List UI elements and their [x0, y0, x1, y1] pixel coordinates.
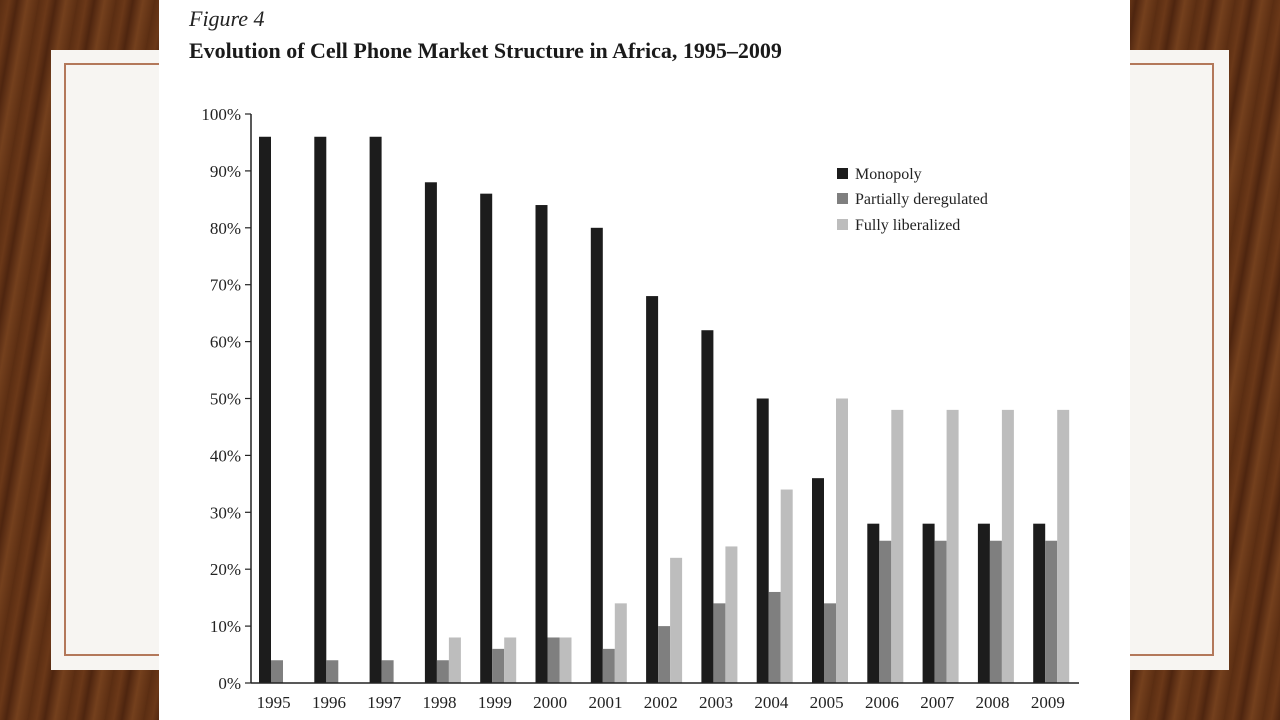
legend-label-fully-liberalized: Fully liberalized [855, 217, 960, 234]
y-tick-label: 100% [201, 105, 241, 124]
x-tick-label: 2004 [754, 693, 789, 712]
bar-monopoly-2005 [812, 478, 824, 683]
bar-monopoly-2007 [922, 523, 935, 683]
bar-partially-deregulated-2002 [658, 626, 671, 683]
bar-fully-liberalized-2000 [559, 637, 572, 683]
bar-monopoly-1995 [259, 136, 271, 683]
bar-partially-deregulated-1996 [326, 660, 339, 683]
y-tick-label: 90% [210, 162, 241, 181]
bar-partially-deregulated-1995 [271, 660, 283, 683]
bar-partially-deregulated-1997 [381, 660, 394, 683]
bar-fully-liberalized-2006 [891, 409, 904, 683]
x-tick-label: 2002 [644, 693, 678, 712]
figure-sheet: Figure 4 Evolution of Cell Phone Market … [159, 0, 1130, 720]
legend-swatch-monopoly [837, 168, 848, 179]
bar-partially-deregulated-2001 [602, 648, 615, 683]
bar-fully-liberalized-1998 [448, 637, 461, 683]
y-tick-label: 20% [210, 560, 241, 579]
bar-partially-deregulated-2000 [547, 637, 560, 683]
bar-monopoly-1999 [480, 193, 493, 683]
bar-monopoly-2006 [867, 523, 880, 683]
bar-partially-deregulated-1999 [492, 648, 505, 683]
bar-partially-deregulated-2003 [713, 603, 726, 683]
bar-monopoly-2008 [977, 523, 990, 683]
bar-fully-liberalized-2003 [725, 546, 738, 683]
x-tick-label: 1996 [312, 693, 346, 712]
bar-monopoly-1996 [314, 136, 327, 683]
x-tick-label: 1997 [367, 693, 402, 712]
bar-monopoly-1997 [369, 136, 382, 683]
bar-monopoly-2004 [756, 398, 769, 683]
x-tick-label: 2005 [810, 693, 844, 712]
bar-monopoly-1998 [424, 182, 437, 683]
figure-label: Figure 4 [189, 6, 265, 31]
x-tick-label: 2003 [699, 693, 733, 712]
legend-swatch-partially-deregulated [837, 193, 848, 204]
bar-partially-deregulated-2006 [879, 540, 892, 683]
bar-partially-deregulated-2009 [1045, 540, 1058, 683]
legend-label-monopoly: Monopoly [855, 166, 922, 183]
bar-fully-liberalized-2004 [780, 489, 793, 683]
bar-fully-liberalized-2009 [1057, 409, 1070, 683]
bar-monopoly-2003 [701, 330, 714, 683]
bar-partially-deregulated-2008 [989, 540, 1002, 683]
bar-partially-deregulated-1998 [436, 660, 449, 683]
bar-monopoly-2009 [1033, 523, 1046, 683]
bar-partially-deregulated-2004 [768, 591, 781, 683]
bar-monopoly-2001 [590, 227, 603, 684]
y-tick-label: 80% [210, 219, 241, 238]
y-tick-label: 0% [218, 674, 241, 693]
bar-monopoly-2000 [535, 205, 548, 684]
bar-partially-deregulated-2007 [934, 540, 947, 683]
bar-fully-liberalized-2001 [614, 603, 627, 683]
bar-monopoly-2002 [646, 296, 659, 683]
bar-partially-deregulated-2005 [824, 603, 836, 683]
x-tick-label: 2009 [1031, 693, 1065, 712]
x-tick-label: 2000 [533, 693, 567, 712]
y-tick-label: 30% [210, 503, 241, 522]
y-tick-label: 60% [210, 333, 241, 352]
legend-label-partially-deregulated: Partially deregulated [855, 191, 988, 208]
x-tick-label: 2008 [976, 693, 1010, 712]
x-tick-label: 1998 [423, 693, 457, 712]
bar-fully-liberalized-1999 [504, 637, 517, 683]
bar-fully-liberalized-2002 [670, 557, 683, 683]
chart-title: Evolution of Cell Phone Market Structure… [189, 38, 782, 63]
y-tick-label: 10% [210, 617, 241, 636]
x-tick-label: 2001 [588, 693, 622, 712]
x-tick-label: 1995 [257, 693, 291, 712]
bar-fully-liberalized-2007 [946, 409, 959, 683]
bar-fully-liberalized-2005 [836, 398, 848, 683]
y-tick-label: 70% [210, 276, 241, 295]
y-tick-label: 50% [210, 390, 241, 409]
x-tick-label: 2006 [865, 693, 899, 712]
bar-fully-liberalized-2008 [1001, 409, 1014, 683]
bar-chart: 0% 10% 20% 30% 40% 50% 60% 70% 80% 90% 100% 1995 199… [201, 105, 1079, 712]
legend-swatch-fully-liberalized [837, 219, 848, 230]
x-tick-label: 2007 [920, 693, 955, 712]
y-tick-label: 40% [210, 446, 241, 465]
x-tick-label: 1999 [478, 693, 512, 712]
